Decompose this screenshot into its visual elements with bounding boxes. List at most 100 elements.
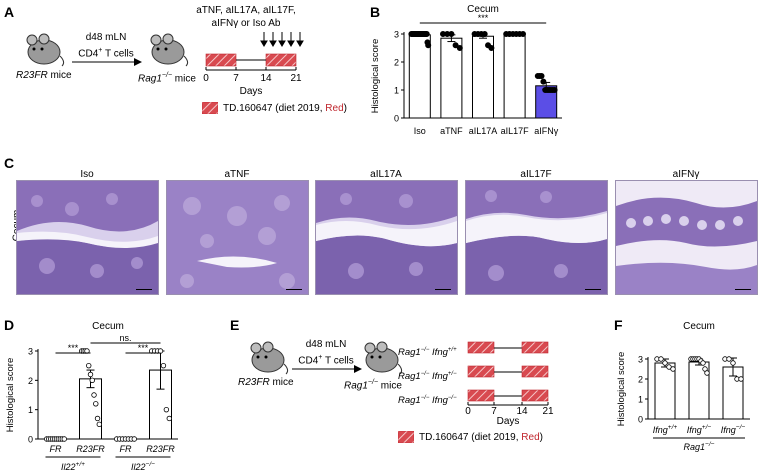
panel-letter-f: F	[614, 317, 623, 333]
timeline-e-tick-14: 14	[516, 406, 528, 417]
x-tick-label: Ifng+/−	[687, 424, 712, 435]
data-point	[704, 370, 710, 376]
chart-title: Cecum	[467, 4, 499, 15]
data-point	[166, 415, 172, 422]
group-label: Il22+/+	[61, 461, 85, 472]
timeline-a-tick-7: 7	[233, 73, 239, 84]
histology-image-ail17f	[465, 180, 608, 295]
y-tick-label: 1	[28, 405, 33, 415]
data-point	[423, 30, 430, 37]
x-tick-label: FR	[120, 444, 132, 454]
data-point	[91, 392, 97, 398]
data-point	[662, 360, 668, 366]
data-point	[61, 436, 68, 442]
data-point	[700, 360, 706, 366]
y-axis-label: Histological score	[370, 39, 381, 113]
y-axis-label: Histological score	[616, 352, 627, 426]
scale-bar	[435, 288, 451, 290]
panel-letter-d: D	[4, 317, 15, 333]
y-tick-label: 3	[28, 347, 33, 357]
significance-label: ***	[138, 343, 149, 353]
transfer-line1: d48 mLN	[85, 32, 127, 43]
data-point	[456, 45, 463, 52]
data-point	[87, 371, 94, 378]
transfer-arrow-icon	[72, 58, 142, 66]
diet-legend-swatch-icon	[202, 102, 218, 114]
data-point	[96, 421, 102, 428]
x-tick-label: FR	[50, 444, 62, 454]
recipient-strain: Rag1	[138, 73, 162, 85]
diet-legend-e: TD.160647 (diet 2019, Red)	[419, 432, 543, 443]
x-tick-label: Ifng+/+	[653, 424, 678, 435]
histo-title-aifng: aIFNγ	[672, 169, 700, 180]
y-tick-label: 0	[28, 435, 33, 445]
y-tick-label: 3	[638, 355, 643, 365]
group-label-ifng-het: Rag1−/− Ifng+/−	[398, 371, 457, 383]
panel-letter-b: B	[370, 4, 381, 20]
panel-a-timeline	[205, 32, 304, 71]
significance-label: ***	[478, 13, 489, 23]
panel-e-timelines	[467, 341, 549, 406]
x-tick-label: R23FR	[76, 444, 105, 454]
timeline-a-tick-14: 14	[260, 73, 272, 84]
data-point	[488, 45, 495, 52]
y-tick-label: 2	[394, 58, 399, 68]
y-tick-label: 1	[394, 86, 399, 96]
data-point	[551, 87, 558, 94]
data-point	[726, 356, 732, 362]
data-point	[425, 42, 432, 49]
y-tick-label: 0	[394, 114, 399, 124]
data-point	[163, 406, 170, 413]
x-tick-label: aIL17F	[501, 126, 530, 136]
x-tick-label: Iso	[414, 126, 426, 136]
x-tick-label: aIL17A	[469, 126, 498, 136]
timeline-a-tick-21: 21	[290, 73, 302, 84]
diet-legend-a: TD.160647 (diet 2019, Red)	[223, 103, 347, 114]
recipient-strain-e: Rag1	[344, 380, 368, 392]
group-label: Rag1−/−	[684, 441, 715, 452]
y-axis-label: Histological score	[5, 358, 16, 432]
antibody-arrows-icon	[260, 32, 304, 47]
recipient-mouse-icon	[364, 341, 403, 375]
data-point	[481, 30, 488, 37]
histology-image-atnf	[166, 180, 309, 295]
timeline-a-xlabel: Days	[239, 86, 263, 97]
histo-title-ail17f: aIL17F	[520, 169, 552, 180]
x-tick-label: aTNF	[440, 126, 463, 136]
panel-b-bar-chart: Cecum Histological score 0 1 2 3 Iso aTNF aIL17A…	[370, 4, 562, 136]
recipient-mouse-icon	[150, 33, 189, 67]
histo-title-iso: Iso	[80, 169, 94, 180]
data-point	[670, 366, 676, 372]
panel-letter-a: A	[4, 4, 15, 20]
data-point	[452, 42, 459, 49]
transfer-line2: CD4+ T cells	[78, 47, 134, 60]
panel-letter-c: C	[4, 155, 15, 171]
transfer-e-line2: CD4+ T cells	[298, 354, 354, 367]
x-tick-label: Ifng−/−	[721, 424, 746, 435]
data-point	[93, 401, 99, 407]
data-point	[160, 362, 167, 369]
transfer-e-line1: d48 mLN	[305, 339, 347, 350]
scale-bar	[286, 288, 302, 290]
diet-legend-swatch-icon	[398, 431, 414, 443]
data-point	[94, 415, 101, 422]
data-point	[519, 30, 526, 37]
treatment-line2: aIFNγ or Iso Ab	[211, 18, 281, 29]
group-label-ifng-ko: Rag1−/− Ifng−/−	[398, 395, 457, 407]
data-point	[658, 356, 664, 362]
timeline-e-xlabel: Days	[496, 416, 520, 427]
histo-title-ail17a: aIL17A	[370, 169, 402, 180]
data-point	[730, 360, 736, 366]
group-label-ifng-wt: Rag1−/− Ifng+/+	[398, 347, 457, 359]
data-point	[538, 73, 545, 80]
significance-label: ***	[68, 343, 79, 353]
donor-mouse-icon	[250, 341, 289, 375]
panel-d-bar-chart: Cecum Histological score 0 1 2 3 FR R23FR FR R23F…	[5, 321, 178, 472]
x-tick-label: aIFNγ	[534, 126, 559, 136]
y-tick-label: 3	[394, 30, 399, 40]
histology-image-iso	[16, 180, 159, 295]
timeline-a-tick-0: 0	[203, 73, 209, 84]
x-tick-label: R23FR	[146, 444, 175, 454]
chart-title: Cecum	[92, 321, 124, 332]
histology-image-ail17a	[315, 180, 458, 295]
